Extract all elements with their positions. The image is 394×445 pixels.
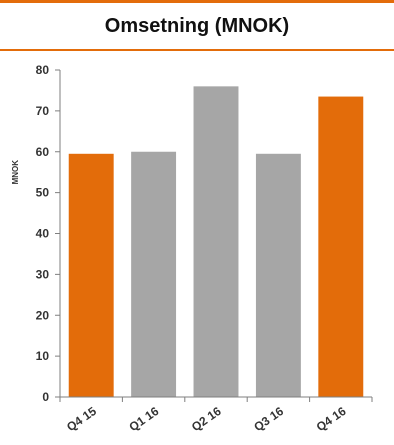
bar-q3-16: [255, 153, 301, 397]
y-tick-label: 30: [36, 267, 50, 281]
y-tick-label: 10: [36, 349, 50, 363]
x-axis: Q4 15 Q1 16 Q2 16 Q3 16 Q4 16: [59, 396, 373, 434]
top-accent-rule: [0, 0, 394, 3]
y-axis-title: MNOK: [11, 160, 20, 185]
y-tick-label: 40: [36, 227, 50, 241]
y-tick-label: 20: [36, 308, 50, 322]
bar-q1-16: [131, 151, 177, 397]
y-tick-label: 0: [42, 390, 49, 404]
chart-title: Omsetning (MNOK): [104, 14, 290, 37]
bar-q4-16: [318, 96, 364, 397]
chart-title-bar: Omsetning (MNOK): [0, 3, 394, 49]
bar-q4-15: [68, 153, 114, 397]
y-axis: 0 10 20 30 40 50 60 70 80: [36, 63, 61, 404]
y-tick-label: 60: [36, 145, 50, 159]
y-tick-label: 80: [36, 63, 50, 77]
x-tick-label: Q2 16: [189, 404, 224, 434]
y-tick-label: 70: [36, 104, 50, 118]
title-accent-rule: [0, 49, 394, 51]
x-tick-label: Q3 16: [251, 404, 286, 434]
bar-q2-16: [193, 86, 239, 397]
x-tick-label: Q1 16: [127, 404, 162, 434]
x-tick-label: Q4 15: [64, 404, 99, 434]
x-tick-label: Q4 16: [314, 404, 349, 434]
y-tick-label: 50: [36, 186, 50, 200]
bars: [68, 86, 364, 397]
